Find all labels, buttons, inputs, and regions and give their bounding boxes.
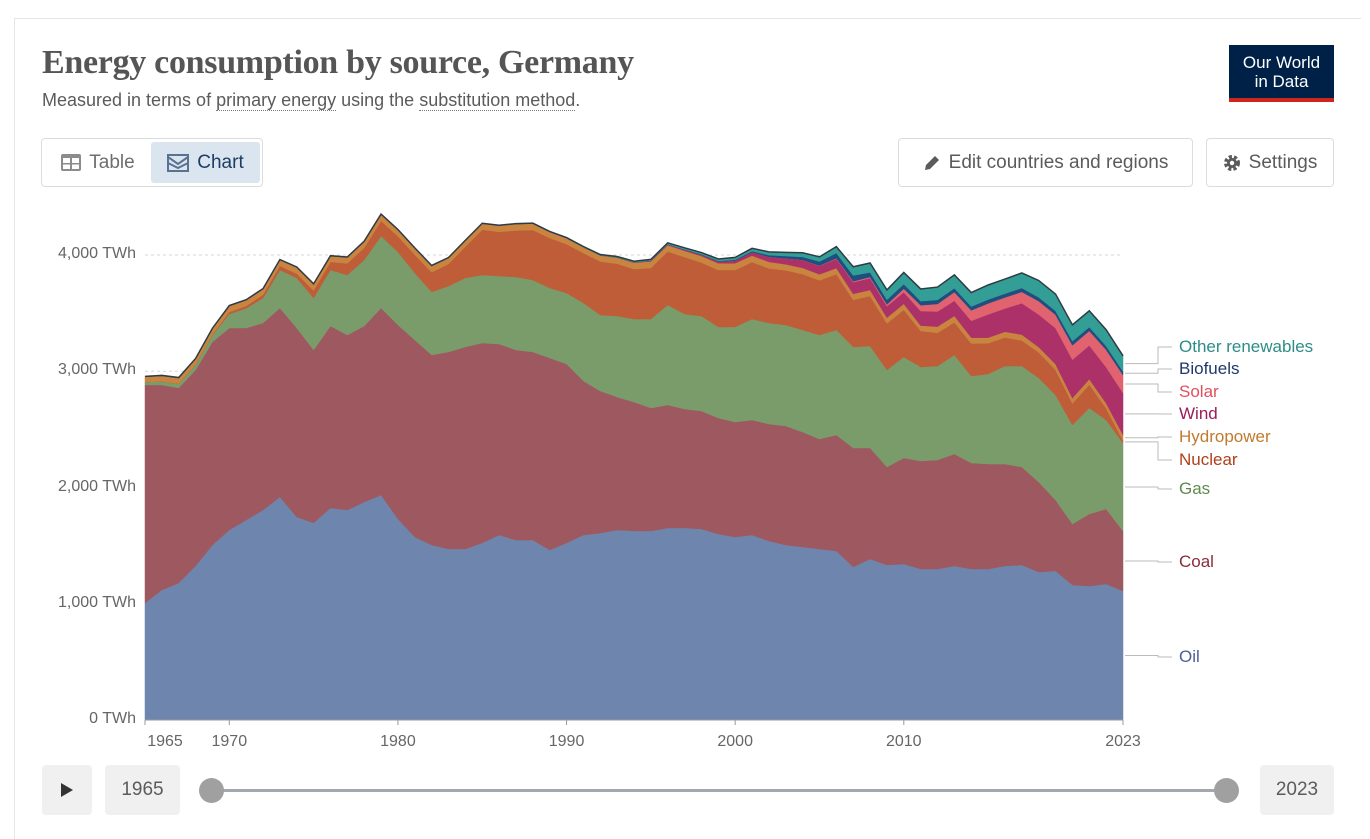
legend-connector bbox=[1125, 487, 1172, 489]
y-tick-label: 1,000 TWh bbox=[58, 594, 136, 612]
y-tick-label: 2,000 TWh bbox=[58, 478, 136, 496]
y-tick-label: 3,000 TWh bbox=[58, 361, 136, 379]
legend-label-solar[interactable]: Solar bbox=[1179, 382, 1219, 402]
legend-connector bbox=[1125, 437, 1172, 438]
legend-label-biofuels[interactable]: Biofuels bbox=[1179, 359, 1239, 379]
timeline-start-handle[interactable] bbox=[199, 778, 224, 803]
legend-connector bbox=[1125, 347, 1172, 364]
legend-label-hydropower[interactable]: Hydropower bbox=[1179, 427, 1271, 447]
legend-connector bbox=[1125, 369, 1172, 373]
legend-connector bbox=[1125, 384, 1172, 392]
timeline-end-handle[interactable] bbox=[1214, 778, 1239, 803]
legend-label-other-renewables[interactable]: Other renewables bbox=[1179, 337, 1313, 357]
legend-label-nuclear[interactable]: Nuclear bbox=[1179, 450, 1238, 470]
legend-label-gas[interactable]: Gas bbox=[1179, 479, 1210, 499]
y-tick-label: 0 TWh bbox=[89, 710, 136, 728]
legend-connector bbox=[1125, 561, 1172, 562]
timeline-start-year[interactable]: 1965 bbox=[105, 765, 180, 815]
legend-connector bbox=[1125, 442, 1172, 460]
timeline-end-year[interactable]: 2023 bbox=[1260, 765, 1334, 815]
x-tick-label: 2023 bbox=[1105, 733, 1141, 751]
x-tick-label: 1980 bbox=[380, 733, 416, 751]
x-tick-label: 1990 bbox=[549, 733, 585, 751]
y-tick-label: 4,000 TWh bbox=[58, 245, 136, 263]
play-button[interactable] bbox=[42, 765, 92, 815]
x-tick-label: 1970 bbox=[212, 733, 248, 751]
timeline-track[interactable] bbox=[212, 789, 1226, 792]
play-icon bbox=[60, 782, 74, 798]
x-tick-label: 1965 bbox=[147, 733, 183, 751]
legend-label-oil[interactable]: Oil bbox=[1179, 647, 1200, 667]
x-tick-label: 2010 bbox=[886, 733, 922, 751]
legend-label-wind[interactable]: Wind bbox=[1179, 404, 1218, 424]
legend-label-coal[interactable]: Coal bbox=[1179, 552, 1214, 572]
x-tick-label: 2000 bbox=[717, 733, 753, 751]
legend-connector bbox=[1125, 655, 1172, 657]
